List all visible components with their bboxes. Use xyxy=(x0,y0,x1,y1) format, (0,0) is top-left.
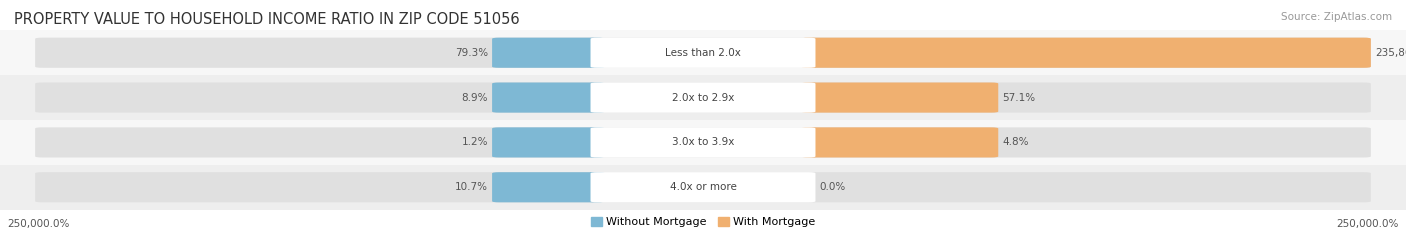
FancyBboxPatch shape xyxy=(801,82,998,113)
Text: 3.0x to 3.9x: 3.0x to 3.9x xyxy=(672,137,734,147)
FancyBboxPatch shape xyxy=(35,127,1371,158)
Text: PROPERTY VALUE TO HOUSEHOLD INCOME RATIO IN ZIP CODE 51056: PROPERTY VALUE TO HOUSEHOLD INCOME RATIO… xyxy=(14,12,520,27)
FancyBboxPatch shape xyxy=(35,172,1371,202)
FancyBboxPatch shape xyxy=(591,127,815,158)
Text: 235,861.9%: 235,861.9% xyxy=(1375,48,1406,58)
FancyBboxPatch shape xyxy=(492,172,605,202)
Text: Less than 2.0x: Less than 2.0x xyxy=(665,48,741,58)
FancyBboxPatch shape xyxy=(35,82,1371,113)
Text: Source: ZipAtlas.com: Source: ZipAtlas.com xyxy=(1281,12,1392,22)
Text: 2.0x to 2.9x: 2.0x to 2.9x xyxy=(672,93,734,103)
FancyBboxPatch shape xyxy=(801,127,998,158)
Text: 0.0%: 0.0% xyxy=(820,182,846,192)
FancyBboxPatch shape xyxy=(0,165,1406,210)
FancyBboxPatch shape xyxy=(0,75,1406,120)
FancyBboxPatch shape xyxy=(35,38,1371,68)
Text: 8.9%: 8.9% xyxy=(461,93,488,103)
Text: 4.8%: 4.8% xyxy=(1002,137,1029,147)
Text: 1.2%: 1.2% xyxy=(461,137,488,147)
Text: 79.3%: 79.3% xyxy=(454,48,488,58)
Text: 250,000.0%: 250,000.0% xyxy=(1337,219,1399,229)
FancyBboxPatch shape xyxy=(591,38,815,68)
Text: 4.0x or more: 4.0x or more xyxy=(669,182,737,192)
Text: 57.1%: 57.1% xyxy=(1002,93,1036,103)
FancyBboxPatch shape xyxy=(492,38,605,68)
FancyBboxPatch shape xyxy=(492,127,605,158)
Text: 10.7%: 10.7% xyxy=(456,182,488,192)
FancyBboxPatch shape xyxy=(591,82,815,113)
Legend: Without Mortgage, With Mortgage: Without Mortgage, With Mortgage xyxy=(591,217,815,227)
FancyBboxPatch shape xyxy=(591,172,815,202)
Text: 250,000.0%: 250,000.0% xyxy=(7,219,69,229)
FancyBboxPatch shape xyxy=(0,30,1406,75)
FancyBboxPatch shape xyxy=(492,82,605,113)
FancyBboxPatch shape xyxy=(0,120,1406,165)
FancyBboxPatch shape xyxy=(801,38,1371,68)
